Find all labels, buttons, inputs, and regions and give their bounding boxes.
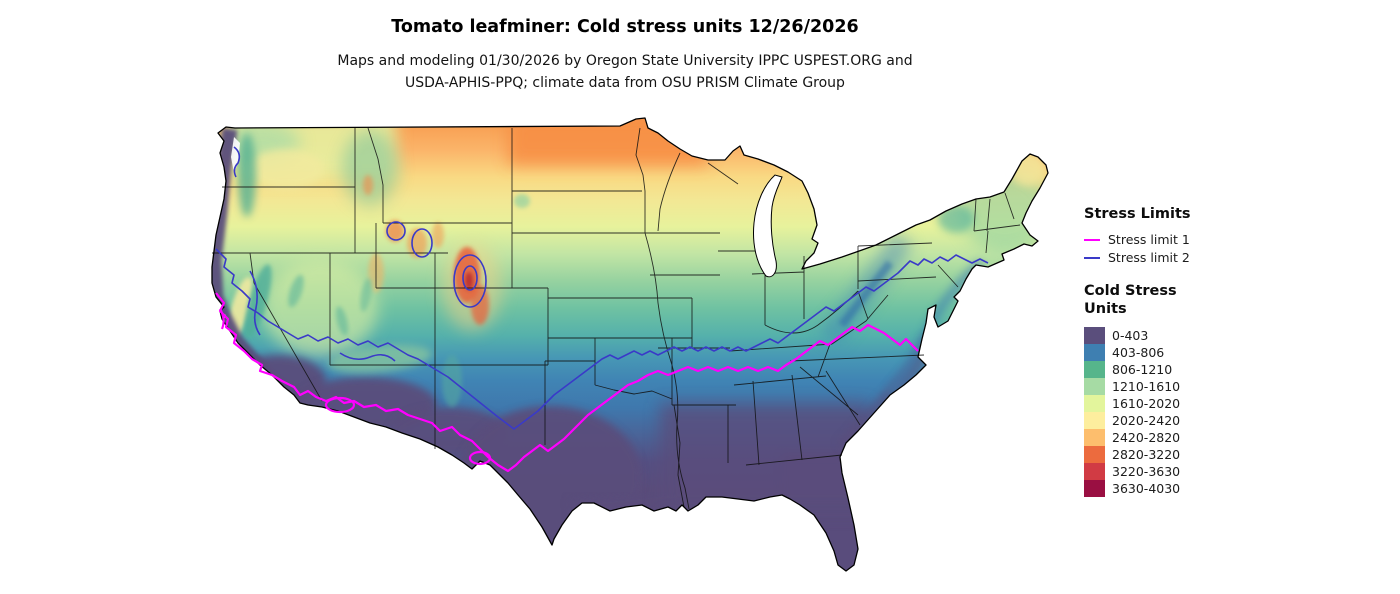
color-swatch bbox=[1084, 429, 1105, 446]
stress-limit-2-contour bbox=[215, 146, 989, 430]
legend-item: 403-806 bbox=[1084, 344, 1254, 361]
color-swatch bbox=[1084, 378, 1105, 395]
legend-item: 806-1210 bbox=[1084, 361, 1254, 378]
stress-limit-1-item: Stress limit 1 bbox=[1084, 231, 1254, 248]
stress-limit-2-label: Stress limit 2 bbox=[1108, 250, 1190, 265]
range-label: 1210-1610 bbox=[1112, 379, 1181, 394]
color-swatch bbox=[1084, 395, 1105, 412]
page-title: Tomato leafminer: Cold stress units 12/2… bbox=[391, 17, 859, 37]
legend-item: 2020-2420 bbox=[1084, 412, 1254, 429]
legend-item: 0-403 bbox=[1084, 327, 1254, 344]
legend-item: 3220-3630 bbox=[1084, 463, 1254, 480]
us-cold-stress-map bbox=[190, 113, 1070, 591]
color-swatch bbox=[1084, 327, 1105, 344]
range-label: 403-806 bbox=[1112, 345, 1165, 360]
stress-limit-1-contour bbox=[215, 292, 919, 473]
us-map-svg bbox=[211, 117, 1049, 572]
cold-stress-legend-title: Cold Stress Units bbox=[1084, 282, 1254, 318]
cold-stress-scale: 0-403 403-806 806-1210 1210-1610 1610-20… bbox=[1084, 327, 1254, 497]
range-label: 0-403 bbox=[1112, 328, 1149, 343]
legend-item: 1610-2020 bbox=[1084, 395, 1254, 412]
state-borders bbox=[212, 127, 1021, 510]
range-label: 1610-2020 bbox=[1112, 396, 1181, 411]
color-swatch bbox=[1084, 412, 1105, 429]
page-header: Tomato leafminer: Cold stress units 12/2… bbox=[0, 17, 1250, 94]
color-swatch bbox=[1084, 480, 1105, 497]
legend-item: 2820-3220 bbox=[1084, 446, 1254, 463]
range-label: 2420-2820 bbox=[1112, 430, 1181, 445]
stress-limit-2-line-sample bbox=[1084, 256, 1100, 259]
us-outline bbox=[211, 117, 1049, 572]
lake-michigan bbox=[753, 174, 783, 278]
range-label: 3630-4030 bbox=[1112, 481, 1181, 496]
color-swatch bbox=[1084, 344, 1105, 361]
stress-limits-legend-title: Stress Limits bbox=[1084, 206, 1191, 222]
color-swatch bbox=[1084, 446, 1105, 463]
page-subtitle: Maps and modeling 01/30/2026 by Oregon S… bbox=[0, 50, 1250, 94]
color-swatch bbox=[1084, 463, 1105, 480]
range-label: 2820-3220 bbox=[1112, 447, 1181, 462]
subtitle-line-2: USDA-APHIS-PPQ; climate data from OSU PR… bbox=[405, 75, 845, 91]
cold-stress-title-line-2: Units bbox=[1084, 301, 1127, 317]
cold-stress-title-line-1: Cold Stress bbox=[1084, 283, 1177, 299]
legend-item: 2420-2820 bbox=[1084, 429, 1254, 446]
puget-sound bbox=[231, 137, 240, 173]
color-swatch bbox=[1084, 361, 1105, 378]
stress-limit-1-line-sample bbox=[1084, 238, 1100, 241]
range-label: 3220-3630 bbox=[1112, 464, 1181, 479]
stress-limit-1-label: Stress limit 1 bbox=[1108, 232, 1190, 247]
stress-limit-2-item: Stress limit 2 bbox=[1084, 249, 1254, 266]
subtitle-line-1: Maps and modeling 01/30/2026 by Oregon S… bbox=[337, 53, 913, 69]
map-legend: Stress Limits Stress limit 1 Stress limi… bbox=[1084, 206, 1254, 497]
range-label: 2020-2420 bbox=[1112, 413, 1181, 428]
legend-item: 3630-4030 bbox=[1084, 480, 1254, 497]
range-label: 806-1210 bbox=[1112, 362, 1173, 377]
legend-item: 1210-1610 bbox=[1084, 378, 1254, 395]
